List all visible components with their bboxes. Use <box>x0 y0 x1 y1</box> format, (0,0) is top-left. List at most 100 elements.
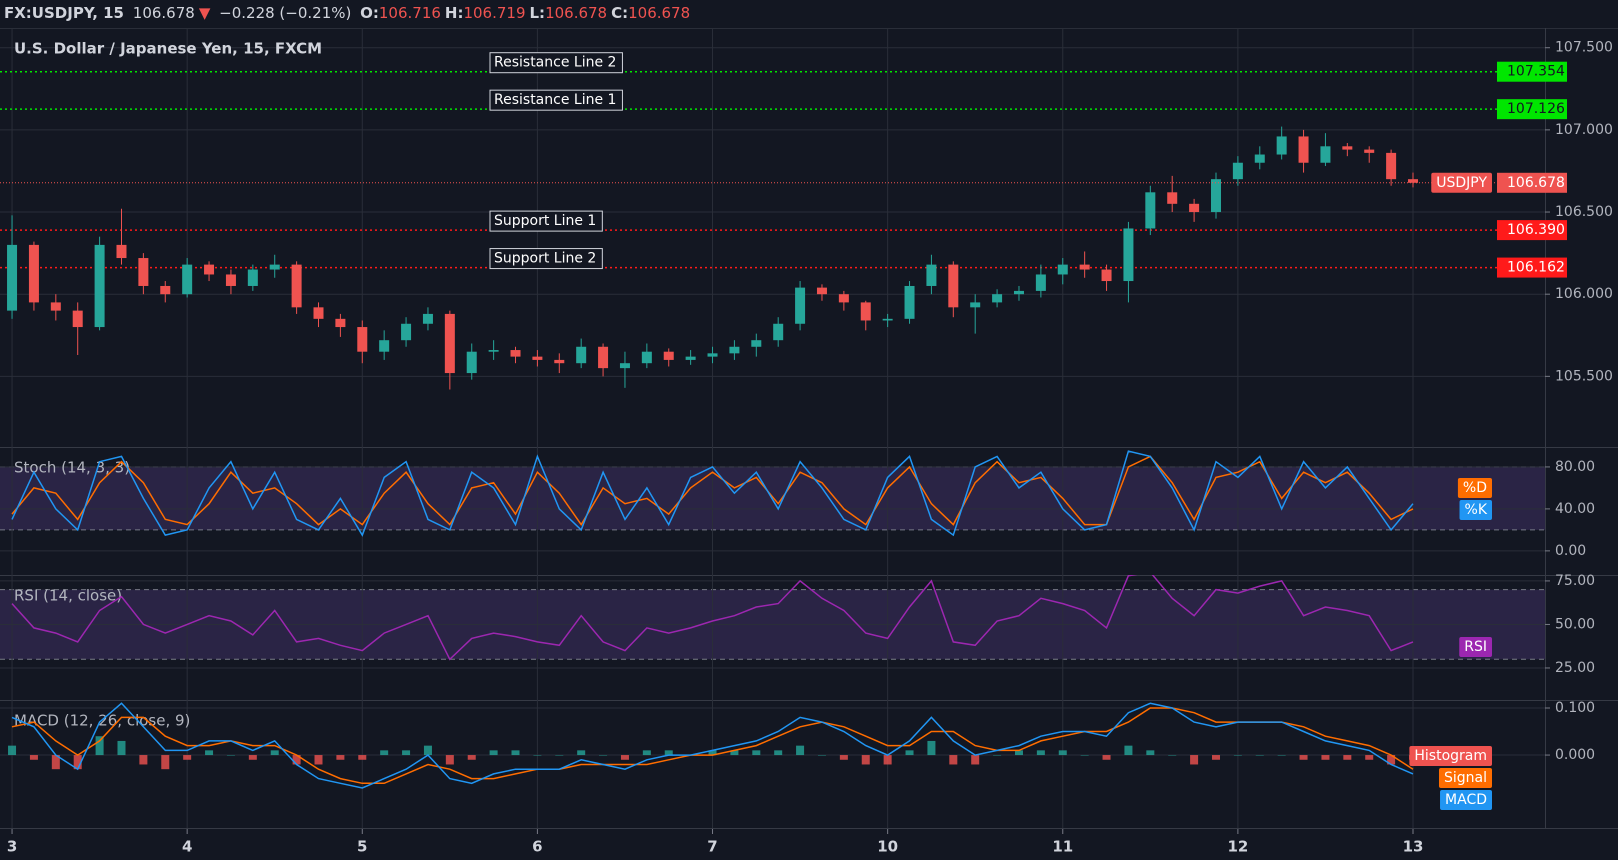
histogram-bar <box>1255 755 1264 756</box>
candle-body <box>970 302 981 308</box>
ohlc-value: 106.678 <box>545 4 608 22</box>
histogram-bar <box>467 755 476 760</box>
x-tick-label: 7 <box>707 838 717 856</box>
candle-body <box>1364 149 1375 153</box>
series-line <box>11 455 1414 526</box>
histogram-bar <box>949 755 958 765</box>
candle-body <box>204 264 215 275</box>
candle-body <box>7 244 18 311</box>
legend-label: %K <box>1465 502 1488 518</box>
candle-body <box>729 346 740 354</box>
candle-body <box>291 264 302 308</box>
histogram-bar <box>117 740 126 756</box>
histogram-bar <box>577 750 586 756</box>
candle-body <box>576 346 587 364</box>
candle-body <box>1167 192 1178 204</box>
candle-body <box>422 313 433 324</box>
legend-label: %D <box>1463 480 1487 496</box>
candle-body <box>444 313 455 374</box>
histogram-bar <box>642 750 651 756</box>
legend-label-box <box>1459 500 1492 520</box>
ohlc: O:106.716 H:106.719 L:106.678 C:106.678 <box>360 4 694 22</box>
candle-body <box>1013 290 1024 295</box>
panel-title: RSI (14, close) <box>14 587 122 605</box>
histogram-bar <box>927 740 936 756</box>
x-tick-label: 4 <box>182 838 192 856</box>
level-label-box <box>489 210 603 232</box>
panel-title: U.S. Dollar / Japanese Yen, 15, FXCM <box>14 40 322 58</box>
ohlc-label: C: <box>611 4 629 22</box>
level-label: Resistance Line 1 <box>494 92 616 108</box>
x-tick-label: 3 <box>7 838 17 856</box>
candle-body <box>1254 154 1265 163</box>
candle-body <box>1123 228 1134 282</box>
histogram-bar <box>1014 750 1023 756</box>
histogram-bar <box>248 755 257 760</box>
histogram-bar <box>183 755 192 760</box>
histogram-bar <box>664 750 673 756</box>
histogram-bar <box>1387 755 1396 765</box>
histogram-bar <box>861 755 870 765</box>
price-line-name: USDJPY <box>1436 175 1487 191</box>
candle-body <box>773 323 784 341</box>
histogram-bar <box>489 750 498 756</box>
ohlc-value: 106.716 <box>378 4 441 22</box>
histogram-bar <box>1365 755 1374 760</box>
candle-body <box>751 340 762 347</box>
level-label: Support Line 2 <box>494 251 596 267</box>
candle-body <box>247 269 258 286</box>
candle-body <box>1189 203 1200 213</box>
candle-body <box>1232 162 1243 180</box>
chart: 105.500 106.000 106.500 107.000 107.500 U.S. … <box>0 28 1618 860</box>
y-tick-label: 75.00 <box>1555 573 1595 589</box>
histogram-bar <box>905 750 914 756</box>
candle-body <box>1298 136 1309 163</box>
candle-body <box>1079 264 1090 270</box>
candle-body <box>225 274 236 286</box>
candle-body <box>641 351 652 364</box>
histogram-bar <box>161 755 170 770</box>
y-tick-label: 106.500 <box>1555 204 1613 220</box>
histogram-bar <box>95 736 104 756</box>
y-tick-label: 106.000 <box>1555 286 1613 302</box>
x-tick-label: 13 <box>1403 838 1424 856</box>
histogram-bar <box>1146 750 1155 756</box>
candle-body <box>663 351 674 360</box>
level-label-box <box>489 52 623 74</box>
histogram-bar <box>402 750 411 756</box>
candle-body <box>816 287 827 295</box>
candle-body <box>992 294 1003 303</box>
x-tick-label: 6 <box>532 838 542 856</box>
legend-label-box <box>1459 637 1492 657</box>
candle-body <box>94 244 105 328</box>
candle-body <box>1342 146 1353 150</box>
candle-body <box>1145 192 1156 229</box>
histogram-bar <box>1036 750 1045 756</box>
legend-label-box <box>1440 790 1492 810</box>
candle-body <box>50 302 61 311</box>
x-tick-label: 10 <box>877 838 898 856</box>
candle-body <box>882 318 893 321</box>
histogram-bar <box>817 755 826 756</box>
histogram-bar <box>445 755 454 765</box>
candle-body <box>116 244 127 259</box>
histogram-bar <box>292 755 301 765</box>
axis-level-box <box>1497 257 1567 278</box>
legend-label: Histogram <box>1414 748 1487 764</box>
histogram-bar <box>1343 755 1352 760</box>
y-tick-label: 0.00 <box>1555 543 1586 559</box>
histogram-bar <box>708 750 717 756</box>
candle-body <box>401 323 412 341</box>
histogram-bar <box>73 755 82 770</box>
candle-body <box>1101 269 1112 282</box>
histogram-bar <box>1277 755 1286 756</box>
y-tick-label: 107.000 <box>1555 122 1613 138</box>
price-value-box <box>1497 172 1567 193</box>
level-label: Support Line 1 <box>494 213 596 229</box>
ohlc-value: 106.719 <box>463 4 526 22</box>
y-tick-label: 107.500 <box>1555 40 1613 56</box>
axis-level-label: 107.354 <box>1507 64 1565 80</box>
histogram-bar <box>139 755 148 765</box>
histogram-bar <box>774 750 783 756</box>
